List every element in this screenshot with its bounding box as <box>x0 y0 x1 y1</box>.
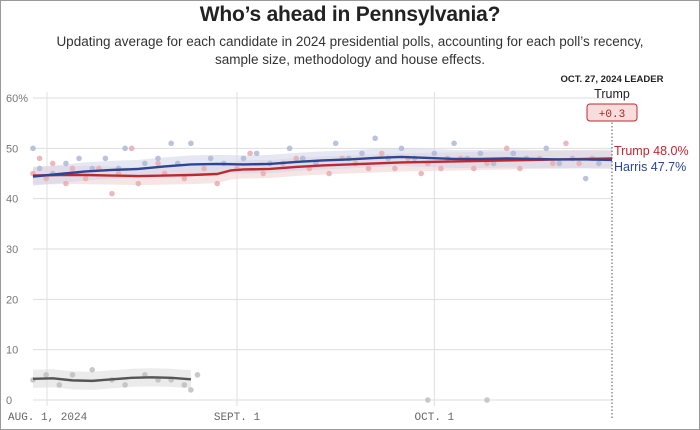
poll-dot <box>214 180 221 187</box>
poll-dot <box>451 140 457 147</box>
poll-dot <box>431 150 438 157</box>
poll-dot <box>69 372 76 378</box>
poll-dot <box>142 160 148 167</box>
y-tick-label: 50 <box>6 143 18 155</box>
average-line <box>32 155 613 178</box>
poll-dot <box>89 367 96 373</box>
poll-dot <box>293 155 299 162</box>
chart-subtitle: Updating average for each candidate in 2… <box>56 34 644 67</box>
poll-dot <box>503 145 510 152</box>
trump-end-label: Trump 48.0% <box>614 144 689 158</box>
poll-dot <box>135 180 142 187</box>
poll-dot <box>43 372 49 378</box>
y-tick-label: 40 <box>6 194 18 206</box>
poll-dot <box>30 145 36 152</box>
leader-margin-badge <box>586 103 638 122</box>
poll-dot <box>240 155 247 162</box>
poll-dot <box>128 145 135 152</box>
y-tick-label: 0 <box>6 395 12 407</box>
poll-dot <box>438 165 444 172</box>
poll-dot <box>56 382 63 388</box>
leader-name: Trump <box>594 87 630 101</box>
poll-dot <box>424 397 431 403</box>
poll-dot <box>556 160 563 167</box>
poll-dot <box>122 382 128 388</box>
poll-dot <box>326 170 332 177</box>
poll-dot <box>155 160 161 167</box>
poll-dot <box>596 160 602 167</box>
poll-dot <box>398 145 405 152</box>
poll-dot <box>286 145 293 152</box>
poll-dot <box>543 145 550 152</box>
poll-dot <box>477 150 484 157</box>
chart-title: Who’s ahead in Pennsylvania? <box>199 3 501 26</box>
poll-dot <box>549 160 556 167</box>
poll-dot <box>332 140 339 147</box>
y-tick-label: 30 <box>6 244 18 256</box>
poll-dot <box>122 145 128 152</box>
leader-caption: OCT. 27, 2024 LEADER <box>561 74 664 85</box>
poll-dot <box>188 140 194 147</box>
poll-dot <box>365 165 372 172</box>
poll-dot <box>378 150 385 157</box>
average-lines <box>32 155 613 383</box>
poll-dot <box>471 165 477 172</box>
poll-dot <box>260 170 267 177</box>
poll-dot <box>49 160 56 167</box>
poll-dot <box>582 175 589 182</box>
average-line <box>32 376 192 383</box>
poll-dot <box>168 140 174 147</box>
poll-dot <box>247 150 253 157</box>
poll-dot <box>207 155 214 162</box>
y-tick-label: 20 <box>6 294 18 306</box>
poll-dot <box>155 155 161 162</box>
poll-dot <box>76 155 82 162</box>
y-tick-label: 60% <box>6 93 28 105</box>
poll-dot <box>63 180 69 187</box>
average-line <box>32 157 613 178</box>
poll-dot <box>510 150 517 157</box>
poll-dot <box>392 165 398 172</box>
poll-dot <box>82 175 89 182</box>
x-tick-label: OCT. 1 <box>415 412 455 424</box>
x-tick-label: AUG. 1, 2024 <box>8 412 88 424</box>
poll-dot <box>69 165 76 172</box>
poll-dot <box>194 372 201 378</box>
poll-dot <box>372 135 378 142</box>
poll-dot <box>253 150 260 157</box>
grid-lines <box>33 92 612 406</box>
poll-dot <box>359 150 365 157</box>
poll-dot <box>36 165 43 172</box>
axis-labels: 0 10 20 30 40 50 60% AUG. 1, 2024 SEPT. 1 OCT. 1 <box>6 93 455 424</box>
poll-dot <box>142 372 148 378</box>
poll-dot <box>299 155 306 162</box>
poll-dot <box>576 160 582 167</box>
harris-end-label: Harris 47.7% <box>614 160 686 174</box>
poll-dot <box>36 155 43 162</box>
poll-dot <box>484 160 490 167</box>
poll-dot <box>109 190 115 197</box>
x-tick-label: SEPT. 1 <box>214 412 261 424</box>
poll-dot <box>188 387 194 393</box>
poll-dot <box>63 160 69 167</box>
poll-dot <box>102 155 109 162</box>
confidence-bands <box>33 147 612 390</box>
poll-dot <box>517 165 523 172</box>
poll-dot <box>418 170 424 177</box>
poll-dot <box>563 140 569 147</box>
poll-dot <box>201 165 207 172</box>
poll-dot <box>484 397 490 403</box>
poll-dot <box>490 160 497 167</box>
poll-dot <box>181 382 188 388</box>
poll-dot <box>181 175 188 182</box>
poll-dot <box>43 175 49 182</box>
leader-margin: +0.3 <box>599 109 625 121</box>
y-tick-label: 10 <box>6 345 18 357</box>
